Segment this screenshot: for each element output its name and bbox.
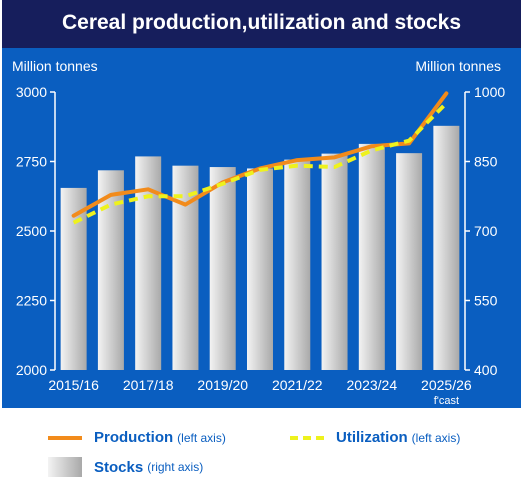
utilization-line-swatch — [290, 435, 324, 440]
legend-item-stocks: Stocks (right axis) — [48, 457, 203, 477]
left-axis-tick-label: 2000 — [16, 362, 47, 378]
left-axis-tick-label: 2750 — [16, 154, 47, 170]
legend-production-axis: (left axis) — [177, 430, 226, 445]
x-axis-tick-label: 2021/22 — [272, 377, 323, 393]
x-axis-tick-label: 2023/24 — [347, 377, 398, 393]
production-line-swatch — [48, 435, 82, 440]
x-axis-tick-label: 2017/18 — [123, 377, 174, 393]
x-axis-tick-label: 2019/20 — [197, 377, 248, 393]
x-axis-tick-label: 2015/16 — [48, 377, 99, 393]
stocks-bar — [247, 168, 273, 370]
stocks-bar — [396, 153, 423, 370]
x-axis-tick-sublabel: f'cast — [434, 395, 459, 407]
stocks-bar — [433, 125, 460, 370]
left-axis-tick-label: 2250 — [16, 293, 47, 309]
stocks-bar — [321, 153, 348, 370]
right-axis-tick-label: 700 — [474, 223, 498, 239]
stocks-bar — [60, 187, 87, 370]
right-axis-unit: Million tonnes — [415, 58, 501, 74]
chart-title: Cereal production,utilization and stocks — [61, 11, 462, 34]
legend-item-utilization: Utilization (left axis) — [290, 429, 460, 446]
right-axis-tick-label: 1000 — [474, 84, 505, 100]
right-axis-tick-label: 550 — [474, 293, 498, 309]
stocks-bar — [284, 159, 311, 370]
legend-stocks-axis: (right axis) — [147, 460, 204, 474]
left-axis-tick-label: 3000 — [16, 84, 47, 100]
chart-plot: 2000 2250 2500 2750 3000 400 550 700 850 1000 2015… — [16, 84, 506, 407]
right-axis-tick-label: 850 — [474, 154, 498, 170]
left-axis-tick-label: 2500 — [16, 223, 47, 239]
legend: Production (left axis) Utilization (left… — [0, 408, 523, 500]
stocks-bar — [358, 143, 385, 370]
x-axis-tick-label: 2025/26 — [421, 377, 472, 393]
right-axis-tick-label: 400 — [474, 362, 498, 378]
legend-utilization-axis: (left axis) — [411, 430, 461, 445]
legend-stocks-name: Stocks — [94, 458, 144, 476]
title-bar: Cereal production,utilization and stocks — [2, 0, 521, 48]
utilization-line — [72, 101, 448, 225]
legend-production-name: Production — [94, 429, 174, 446]
stocks-bar-swatch — [48, 457, 82, 477]
legend-utilization-name: Utilization — [336, 429, 408, 446]
stocks-bar — [209, 167, 236, 370]
legend-item-production: Production (left axis) — [48, 429, 226, 446]
left-axis-unit: Million tonnes — [12, 58, 98, 74]
